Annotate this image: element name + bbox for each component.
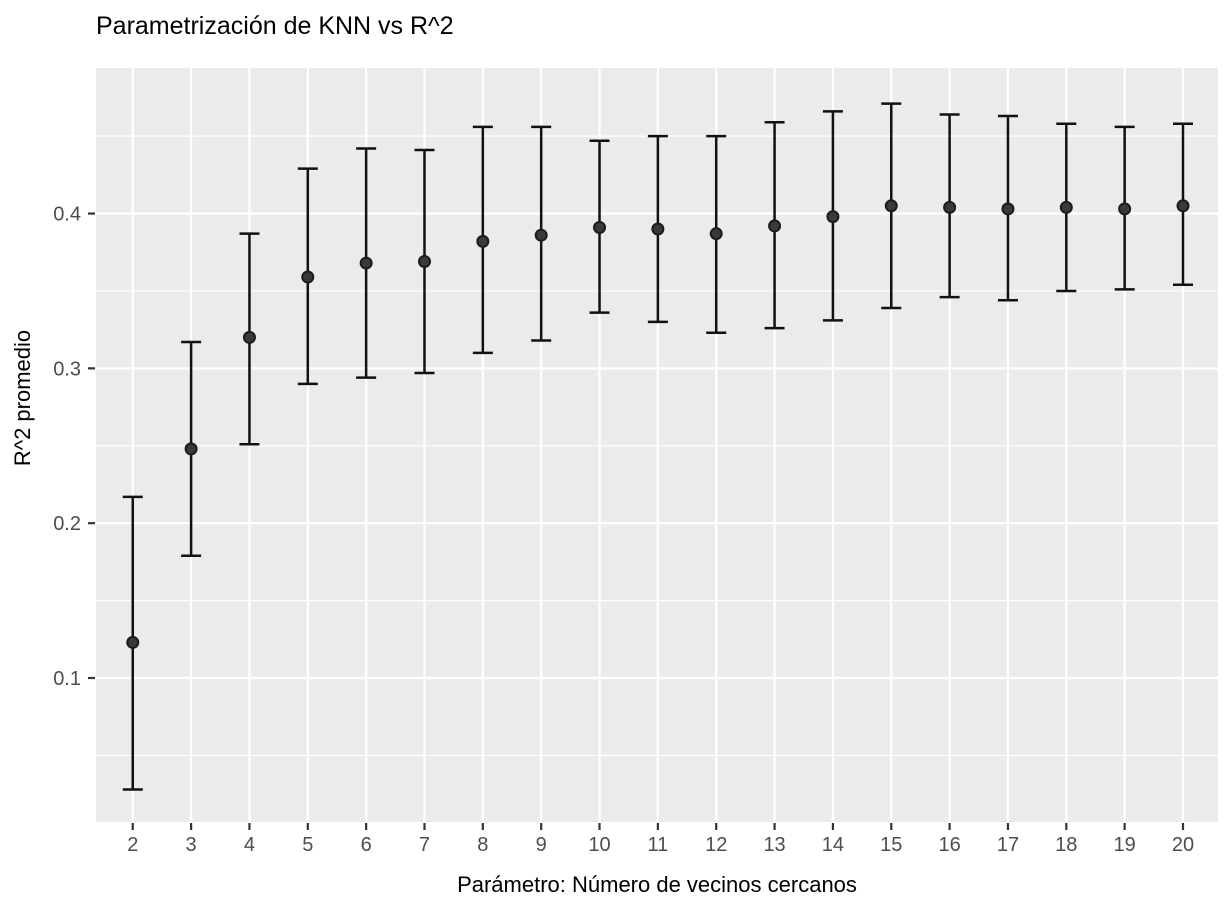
x-tick-label: 13 — [763, 834, 785, 856]
x-tick-label: 9 — [536, 834, 547, 856]
data-point — [476, 234, 490, 248]
x-tick-label: 2 — [127, 834, 138, 856]
data-point — [242, 330, 256, 344]
y-tick-label: 0.3 — [53, 358, 81, 380]
y-axis-title: R^2 promedio — [10, 329, 35, 467]
x-tick-label: 16 — [938, 834, 960, 856]
x-tick-label: 17 — [997, 834, 1019, 856]
data-point — [826, 210, 840, 224]
data-point — [1001, 202, 1015, 216]
x-tick-label: 6 — [361, 834, 372, 856]
data-point — [126, 635, 140, 649]
y-tick-label: 0.4 — [53, 204, 81, 226]
x-tick-label: 12 — [705, 834, 727, 856]
x-tick-label: 18 — [1055, 834, 1077, 856]
data-point — [359, 256, 373, 270]
x-tick-label: 19 — [1114, 834, 1136, 856]
x-tick-label: 8 — [477, 834, 488, 856]
x-tick-label: 7 — [419, 834, 430, 856]
x-tick-label: 15 — [880, 834, 902, 856]
y-tick-label: 0.2 — [53, 513, 81, 535]
data-point — [593, 220, 607, 234]
data-point — [768, 219, 782, 233]
data-point — [651, 222, 665, 236]
data-point — [534, 228, 548, 242]
x-axis-title: Parámetro: Número de vecinos cercanos — [457, 872, 857, 897]
data-point — [301, 270, 315, 284]
chart-title: Parametrización de KNN vs R^2 — [96, 12, 454, 40]
x-tick-label: 10 — [588, 834, 610, 856]
x-tick-label: 20 — [1172, 834, 1194, 856]
y-tick-label: 0.1 — [53, 668, 81, 690]
data-point — [1118, 202, 1132, 216]
x-tick-label: 5 — [302, 834, 313, 856]
data-point — [709, 227, 723, 241]
data-point — [184, 442, 198, 456]
data-point — [1059, 200, 1073, 214]
x-tick-label: 3 — [186, 834, 197, 856]
data-point — [884, 199, 898, 213]
x-tick-label: 4 — [244, 834, 255, 856]
data-point — [1176, 199, 1190, 213]
x-tick-label: 14 — [822, 834, 844, 856]
x-tick-label: 11 — [647, 834, 668, 856]
data-point — [417, 255, 431, 269]
data-point — [943, 200, 957, 214]
